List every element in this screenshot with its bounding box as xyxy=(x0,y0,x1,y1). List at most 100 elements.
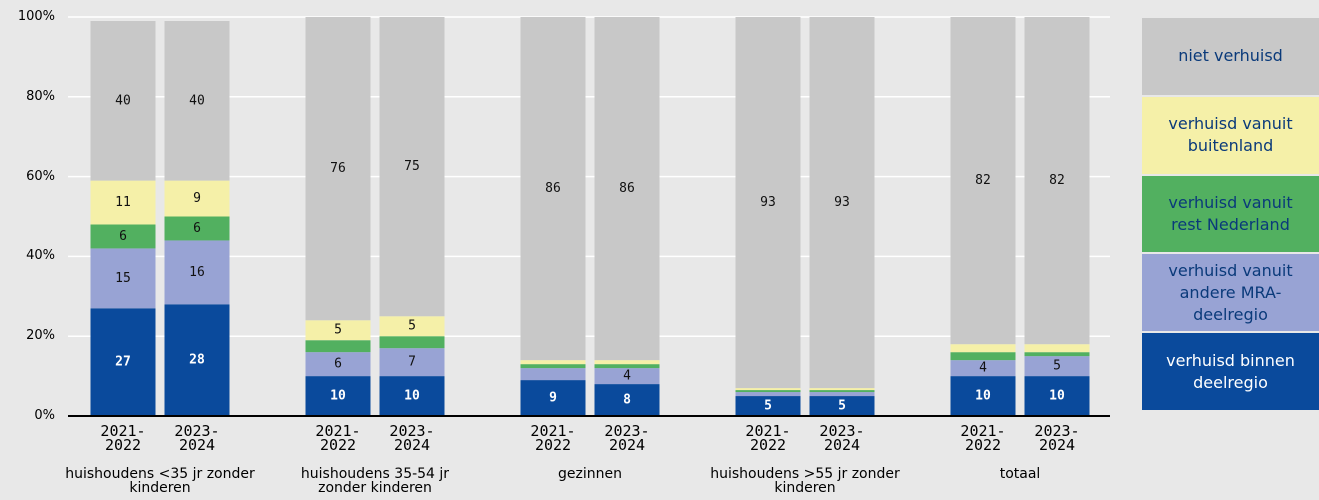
bar-segment xyxy=(735,396,801,416)
bar-segment xyxy=(379,336,445,349)
y-tick-label: 100% xyxy=(17,9,55,24)
data-label: 40 xyxy=(189,93,205,108)
data-label: 6 xyxy=(119,229,127,244)
data-label: 8 xyxy=(623,393,631,408)
y-tick-label: 80% xyxy=(26,88,55,104)
bar-segment xyxy=(305,340,371,353)
x-tick-label: 2021-2022 xyxy=(530,422,576,454)
bar-segment xyxy=(379,376,445,416)
data-label: 82 xyxy=(975,173,991,188)
data-label: 5 xyxy=(1053,359,1061,374)
bar-segment xyxy=(594,17,660,361)
bar-segment xyxy=(1024,356,1090,377)
data-label: 15 xyxy=(115,271,131,286)
x-tick-label: 2023-2024 xyxy=(174,422,220,454)
bar-segment xyxy=(809,390,875,393)
bar-segment xyxy=(90,224,156,249)
bar-segment xyxy=(950,344,1016,353)
x-tick-label: 2021-2022 xyxy=(745,422,791,454)
bar-segment xyxy=(164,304,230,416)
data-label: 5 xyxy=(764,399,772,414)
bar-segment xyxy=(735,392,801,397)
data-label: 10 xyxy=(330,389,346,404)
x-tick-label: 2021-2022 xyxy=(315,422,361,454)
y-tick-label: 60% xyxy=(26,168,55,184)
bar-segment xyxy=(1024,344,1090,353)
data-label: 27 xyxy=(115,355,131,370)
x-tick-label: 2023-2024 xyxy=(819,422,865,454)
legend-entry: verhuisd vanuit rest Nederland xyxy=(1142,175,1319,253)
bar-segment xyxy=(950,352,1016,361)
bar-segment xyxy=(735,388,801,391)
group-label: huishoudens <35 jr zonder kinderen xyxy=(65,466,255,496)
bar-segment xyxy=(305,320,371,341)
x-tick-label: 2023-2024 xyxy=(1034,422,1080,454)
bar-segment xyxy=(809,392,875,397)
data-label: 86 xyxy=(545,181,561,196)
data-label: 5 xyxy=(408,319,416,334)
bar-segment xyxy=(1024,352,1090,357)
data-label: 9 xyxy=(193,191,201,206)
bar-segment xyxy=(379,348,445,377)
data-label: 9 xyxy=(549,391,557,406)
bar-segment xyxy=(164,240,230,305)
data-label: 82 xyxy=(1049,173,1065,188)
bar-segment xyxy=(305,352,371,377)
x-tick-label: 2021-2022 xyxy=(100,422,146,454)
data-label: 5 xyxy=(838,399,846,414)
legend-entry: niet verhuisd xyxy=(1142,18,1319,95)
bar-segment xyxy=(735,390,801,393)
bar-segment xyxy=(809,396,875,416)
bar-segment xyxy=(809,17,875,389)
bar-segment xyxy=(594,360,660,365)
data-label: 6 xyxy=(193,221,201,236)
x-tick-label: 2023-2024 xyxy=(604,422,650,454)
bar-segment xyxy=(809,388,875,391)
bar-segment xyxy=(164,216,230,241)
group-label: huishoudens 35-54 jr zonder kinderen xyxy=(300,466,450,496)
bar-segment xyxy=(950,17,1016,345)
bar-segment xyxy=(379,316,445,337)
y-tick-label: 40% xyxy=(26,248,55,264)
group-label: totaal xyxy=(999,466,1041,482)
group-label: gezinnen xyxy=(558,466,622,482)
data-label: 40 xyxy=(115,93,131,108)
x-tick-label: 2021-2022 xyxy=(960,422,1006,454)
y-tick-label: 0% xyxy=(34,408,55,423)
group-label: huishoudens >55 jr zonder kinderen xyxy=(710,466,900,496)
bar-segment xyxy=(1024,376,1090,416)
data-label: 16 xyxy=(189,265,205,280)
bar-segment xyxy=(520,360,586,365)
bar-segment xyxy=(950,360,1016,377)
bar-segment xyxy=(164,180,230,217)
bar-segment xyxy=(594,364,660,369)
data-label: 6 xyxy=(334,357,342,372)
bar-segment xyxy=(305,376,371,416)
x-tick-label: 2023-2024 xyxy=(389,422,435,454)
data-label: 4 xyxy=(979,361,987,376)
data-label: 4 xyxy=(623,369,631,384)
bar-segment xyxy=(164,20,230,181)
legend-entry: verhuisd vanuit buitenland xyxy=(1142,96,1319,174)
bar-segment xyxy=(594,368,660,385)
bar-segment xyxy=(90,308,156,416)
data-label: 76 xyxy=(330,161,346,176)
data-label: 10 xyxy=(404,389,420,404)
data-label: 93 xyxy=(760,195,776,210)
y-tick-label: 20% xyxy=(26,328,55,344)
bar-segment xyxy=(305,17,371,321)
data-label: 10 xyxy=(975,389,991,404)
chart: 2715611402816694010657610757598684865935… xyxy=(68,16,1110,417)
bar-segment xyxy=(520,17,586,361)
bar-segment xyxy=(520,364,586,369)
data-label: 5 xyxy=(334,323,342,338)
data-label: 28 xyxy=(189,353,205,368)
data-label: 11 xyxy=(115,195,131,210)
bar-segment xyxy=(735,17,801,389)
data-label: 10 xyxy=(1049,389,1065,404)
bar-segment xyxy=(950,376,1016,416)
data-label: 75 xyxy=(404,159,420,174)
bar-segment xyxy=(520,368,586,381)
legend-entry: verhuisd vanuit andere MRA-deelregio xyxy=(1142,254,1319,332)
